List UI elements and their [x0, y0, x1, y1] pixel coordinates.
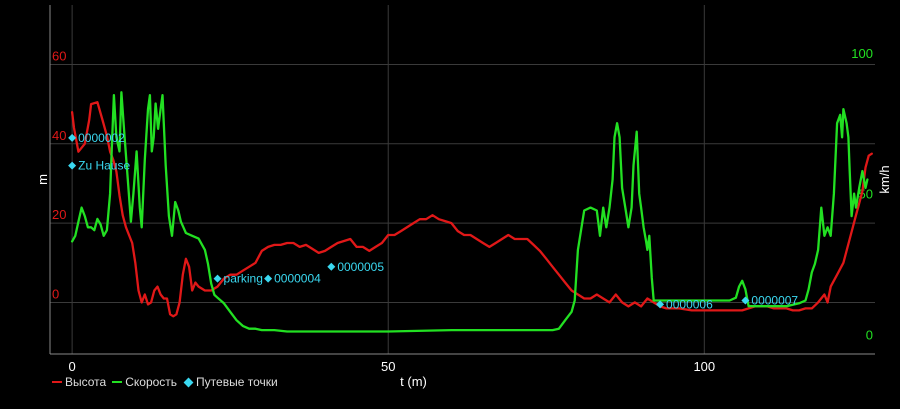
- y-left-tick-label: 20: [52, 207, 66, 222]
- legend-waypoints-label: Путевые точки: [196, 375, 278, 389]
- y-axis-left-title: m: [35, 174, 50, 185]
- y-right-tick-label: 0: [866, 327, 873, 342]
- y-left-tick-label: 0: [52, 286, 59, 301]
- legend-item-altitude: Высота: [52, 375, 106, 389]
- waypoint-label: 0000007: [751, 293, 798, 307]
- legend-altitude-swatch: [52, 381, 62, 383]
- legend-item-waypoints: Путевые точки: [183, 375, 278, 389]
- x-tick-label: 50: [381, 359, 395, 374]
- legend-item-speed: Скорость: [112, 375, 177, 389]
- x-tick-label: 100: [693, 359, 715, 374]
- waypoint-label: parking: [224, 272, 263, 286]
- waypoint-marker: [656, 300, 665, 309]
- waypoint-marker: [264, 274, 273, 283]
- waypoint-marker: [68, 161, 77, 170]
- waypoint-marker: [741, 296, 750, 305]
- legend-speed-swatch: [112, 381, 123, 383]
- waypoint-label: 0000002: [78, 131, 125, 145]
- y-left-tick-label: 60: [52, 48, 66, 63]
- grid-lines: [50, 5, 875, 354]
- legend: Высота Скорость Путевые точки: [52, 375, 284, 389]
- waypoint-marker: [213, 274, 222, 283]
- waypoint-label: 0000005: [337, 260, 384, 274]
- legend-speed-label: Скорость: [125, 375, 178, 389]
- y-axis-right-title: km/h: [877, 165, 892, 193]
- waypoint-marker: [68, 133, 77, 142]
- x-tick-label: 0: [69, 359, 76, 374]
- series-lines: [70, 91, 873, 333]
- x-axis-title: t (m): [400, 374, 427, 389]
- waypoint-label: 0000004: [274, 272, 321, 286]
- y-left-tick-label: 40: [52, 128, 66, 143]
- speed-line: [70, 91, 869, 333]
- legend-waypoint-swatch: [183, 377, 194, 387]
- legend-altitude-label: Высота: [65, 375, 107, 389]
- waypoint-marker: [327, 262, 336, 271]
- waypoint-markers: 0000002 Zu Hause parking 0000004 0000005 0000…: [68, 131, 798, 311]
- altitude-line: [70, 101, 873, 318]
- waypoint-label: Zu Hause: [78, 159, 130, 173]
- waypoint-label: 0000006: [666, 297, 713, 311]
- y-right-tick-label: 100: [851, 46, 873, 61]
